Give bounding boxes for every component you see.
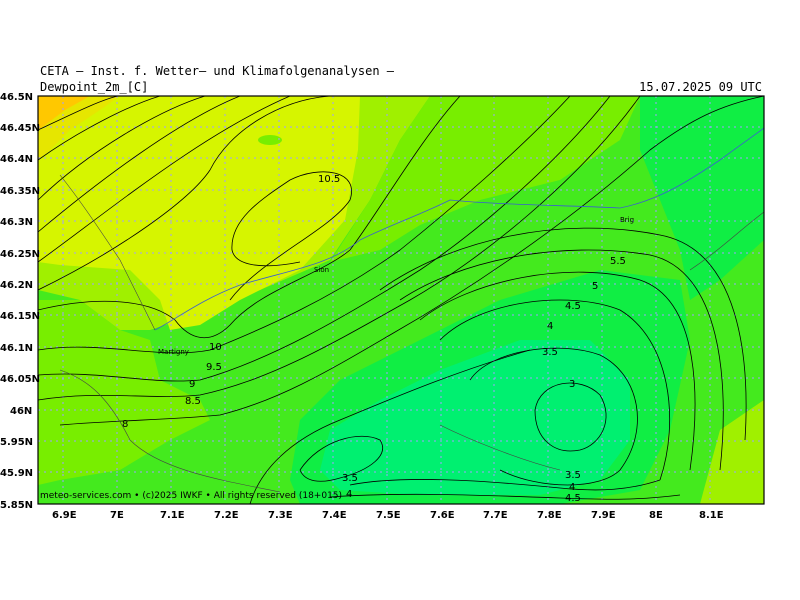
place-sion: Sion	[314, 266, 329, 274]
river-rhone	[154, 127, 764, 331]
lat-tick-label: 46.4N	[0, 154, 33, 165]
contour-label: 4.5	[565, 301, 581, 312]
lat-tick-label: 5.95N	[0, 437, 33, 448]
lon-tick-label: 7.7E	[483, 510, 508, 521]
lat-tick-label: 45.9N	[0, 468, 33, 479]
contour-label: 4	[547, 321, 553, 332]
contour-label-group: 10.5 10 9.5 9 8.5 8 5.5 5 4.5 4 3.5 3 3.…	[122, 174, 626, 504]
fill-band-5-ne	[640, 96, 764, 300]
lon-tick-label: 7.3E	[268, 510, 293, 521]
lon-tick-label: 7.5E	[376, 510, 401, 521]
lon-tick-label: 8.1E	[699, 510, 724, 521]
lat-tick-label: 46.5N	[0, 92, 33, 103]
lon-tick-label: 7.2E	[214, 510, 239, 521]
contour-label: 4	[346, 489, 352, 500]
contour-label: 10	[209, 342, 222, 353]
lon-tick-label: 7.1E	[160, 510, 185, 521]
contour-label: 9.5	[206, 362, 222, 373]
border-lines	[59, 174, 764, 493]
fill-band-12	[38, 96, 90, 130]
contour-label: 3.5	[565, 470, 581, 481]
lon-tick-label: 6.9E	[52, 510, 77, 521]
contour-lines	[38, 96, 764, 504]
contour-label: 10.5	[318, 174, 340, 185]
contour-label: 4	[569, 482, 575, 493]
contour-label: 3.5	[342, 473, 358, 484]
lat-tick-label: 46.2N	[0, 280, 33, 291]
contour-label: 8.5	[185, 396, 201, 407]
lat-tick-label: 5.85N	[0, 500, 33, 511]
fill-band-9-se	[700, 400, 764, 504]
lat-tick-label: 46.1N	[0, 343, 33, 354]
contour-label: 3	[569, 379, 575, 390]
lon-tick-label: 7.6E	[430, 510, 455, 521]
fill-band-4	[320, 340, 630, 495]
contour-label: 4.5	[565, 493, 581, 504]
contour-label: 5	[592, 281, 598, 292]
copyright-footer: meteo-services.com • (c)2025 IWKF • All …	[40, 491, 343, 501]
fill-island	[258, 135, 282, 145]
lon-tick-label: 7E	[110, 510, 124, 521]
fill-band-8-west	[38, 300, 210, 485]
lon-tick-label: 7.8E	[537, 510, 562, 521]
lat-tick-label: 46.3N	[0, 217, 33, 228]
contour-label: 9	[189, 379, 195, 390]
contour-label: 5.5	[610, 256, 626, 267]
lat-tick-label: 46N	[10, 406, 32, 417]
lat-tick-label: 46.45N	[0, 123, 40, 134]
map-fill	[38, 96, 764, 504]
lat-tick-label: 46.35N	[0, 186, 40, 197]
map-frame	[37, 95, 765, 505]
contour-label: 8	[122, 419, 128, 430]
map-title: CETA — Inst. f. Wetter— und Klimafolgena…	[40, 64, 395, 78]
variable-label: Dewpoint_2m_[C]	[40, 80, 149, 94]
lat-tick-label: 46.15N	[0, 311, 40, 322]
latitude-axis: 46.5N 46.45N 46.4N 46.35N 46.3N 46.25N 4…	[0, 92, 40, 511]
lat-tick-label: 46.05N	[0, 374, 40, 385]
contour-label: 3.5	[542, 347, 558, 358]
place-brig: Brig	[620, 216, 634, 224]
lon-tick-label: 7.4E	[322, 510, 347, 521]
lon-tick-label: 8E	[649, 510, 663, 521]
valid-time: 15.07.2025 09 UTC	[639, 80, 762, 94]
lon-tick-label: 7.9E	[591, 510, 616, 521]
place-martigny: Martigny	[158, 348, 189, 356]
lat-tick-label: 46.25N	[0, 249, 40, 260]
longitude-axis: 6.9E 7E 7.1E 7.2E 7.3E 7.4E 7.5E 7.6E 7.…	[52, 510, 724, 521]
